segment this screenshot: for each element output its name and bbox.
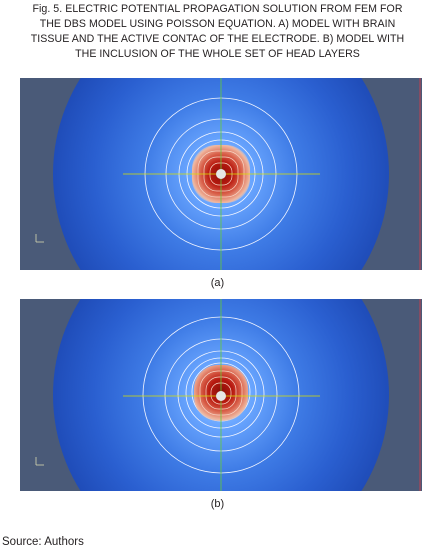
source-note: Source: Authors bbox=[2, 536, 84, 548]
axis-triad-icon bbox=[35, 457, 44, 466]
caption-line: THE DBS MODEL USING POISSON EQUATION. A)… bbox=[39, 18, 396, 30]
panel-a-label: (a) bbox=[210, 277, 225, 289]
figure-caption: Fig. 5. ELECTRIC POTENTIAL PROPAGATION S… bbox=[0, 2, 435, 62]
electrode-contact bbox=[216, 169, 226, 179]
panel-b-label: (b) bbox=[210, 498, 225, 510]
panel-b-image bbox=[20, 299, 422, 491]
caption-line: TISSUE AND THE ACTIVE CONTAC OF THE ELEC… bbox=[30, 33, 405, 45]
axis-triad-icon bbox=[35, 234, 44, 243]
caption-line: THE INCLUSION OF THE WHOLE SET OF HEAD L… bbox=[75, 48, 360, 60]
panel-a-image bbox=[20, 78, 422, 270]
potential-field-plot-b bbox=[20, 299, 422, 491]
caption-line: Fig. 5. ELECTRIC POTENTIAL PROPAGATION S… bbox=[32, 3, 403, 15]
electrode-contact bbox=[216, 391, 226, 401]
potential-field-plot-a bbox=[20, 78, 422, 270]
